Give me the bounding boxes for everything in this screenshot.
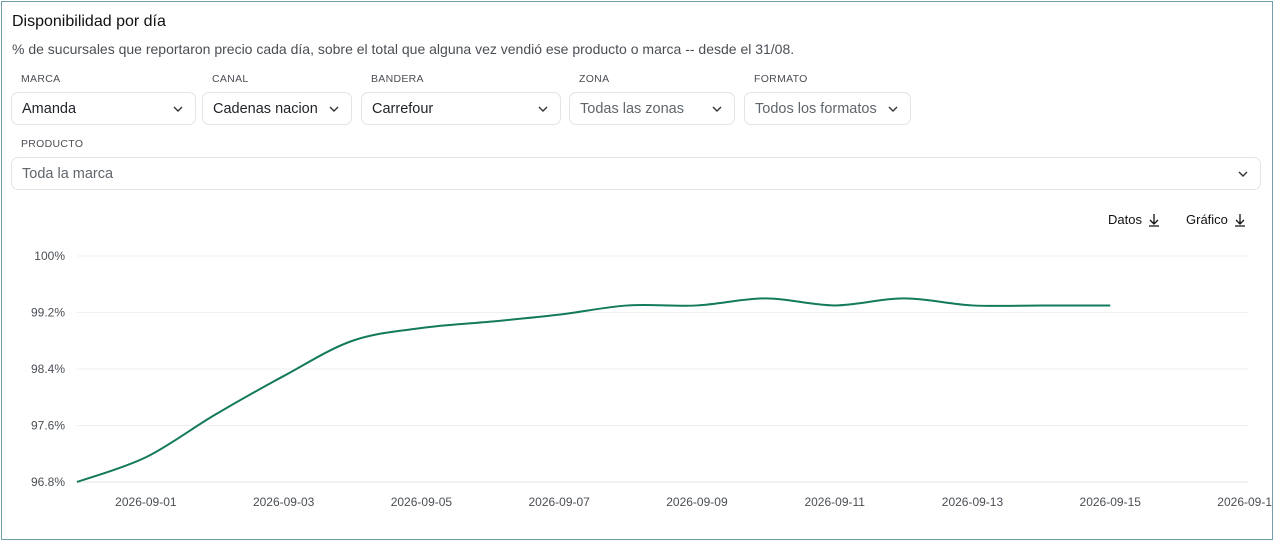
marca-select-value: Amanda [22,100,77,117]
y-tick-label: 98.4% [31,362,65,376]
x-tick-label: 2026-09-09 [666,495,728,509]
y-tick-label: 97.6% [31,419,65,433]
x-tick-label: 2026-09-13 [942,495,1004,509]
filter-formato: FORMATO Todos los formatos [744,73,911,125]
x-tick-label: 2026-09-15 [1080,495,1142,509]
producto-select-value: Toda la marca [22,165,114,182]
filter-zona: ZONA Todas las zonas [569,73,735,125]
filter-marca: MARCA Amanda [11,73,196,125]
download-chart-label: Gráfico [1186,212,1228,227]
availability-line-chart: 96.8% 97.6% 98.4% 99.2% 100% 2026-09-01 2026-0… [31,249,1272,509]
download-icon [1234,213,1245,227]
filter-producto: PRODUCTO Toda la marca [11,138,1261,190]
download-data-button[interactable]: Datos [1108,212,1160,227]
card-title: Disponibilidad por día [12,13,166,30]
filter-zona-label: ZONA [579,73,610,85]
producto-select[interactable]: Toda la marca [11,157,1261,190]
download-icon [1148,213,1159,227]
bandera-select[interactable]: Carrefour [361,92,561,125]
x-tick-label: 2026-09-07 [528,495,590,509]
x-tick-label: 2026-09-17 [1217,495,1272,509]
chevron-down-icon [712,106,722,112]
download-chart-button[interactable]: Gráfico [1186,212,1246,227]
formato-select[interactable]: Todos los formatos [744,92,911,125]
filter-canal: CANAL Cadenas nacion [202,73,352,125]
chevron-down-icon [1238,171,1248,177]
filter-producto-label: PRODUCTO [21,138,84,150]
filter-marca-label: MARCA [21,73,61,85]
filter-bandera: BANDERA Carrefour [361,73,561,125]
zona-select[interactable]: Todas las zonas [569,92,735,125]
canal-select[interactable]: Cadenas nacion [202,92,352,125]
filter-formato-label: FORMATO [754,73,808,85]
y-tick-label: 99.2% [31,306,65,320]
x-tick-label: 2026-09-05 [391,495,453,509]
series-line [76,297,1111,483]
chevron-down-icon [888,106,898,112]
card-subtitle: % de sucursales que reportaron precio ca… [12,41,795,57]
y-tick-label: 100% [34,249,65,263]
x-tick-label: 2026-09-03 [253,495,315,509]
chevron-down-icon [329,106,339,112]
x-tick-label: 2026-09-01 [115,495,177,509]
formato-select-value: Todos los formatos [755,100,877,117]
filter-canal-label: CANAL [212,73,249,85]
zona-select-value: Todas las zonas [580,100,684,117]
download-data-label: Datos [1108,212,1142,227]
chevron-down-icon [173,106,183,112]
x-tick-label: 2026-09-11 [804,495,865,509]
y-tick-label: 96.8% [31,475,65,489]
canal-select-value: Cadenas nacion [213,100,318,117]
marca-select[interactable]: Amanda [11,92,196,125]
bandera-select-value: Carrefour [372,100,434,117]
chevron-down-icon [538,106,548,112]
filter-bandera-label: BANDERA [371,73,424,85]
